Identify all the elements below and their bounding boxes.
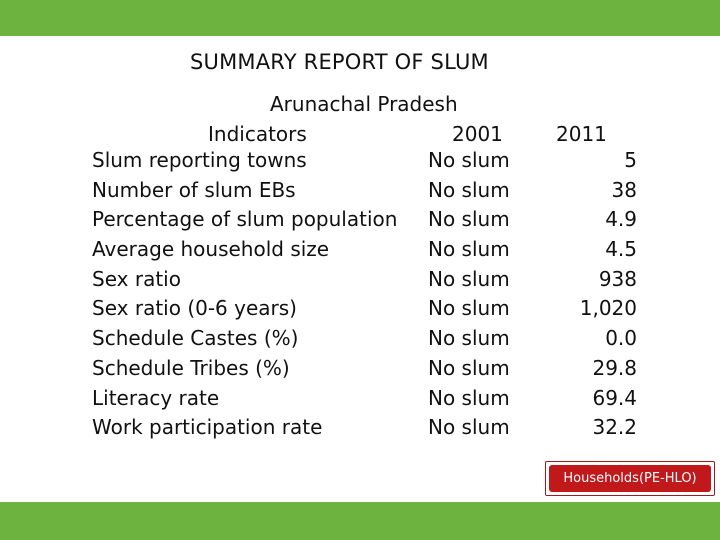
header-indicators: Indicators — [208, 122, 307, 146]
indicator-label: Number of slum EBs — [92, 177, 296, 202]
indicator-label: Sex ratio (0-6 years) — [92, 296, 297, 321]
header-2011: 2011 — [556, 122, 607, 146]
value-2011: 32.2 — [592, 415, 637, 440]
page-title: SUMMARY REPORT OF SLUM — [190, 50, 489, 74]
summary-table: Slum reporting towns No slum 5 Number of… — [92, 148, 637, 445]
value-2011: 5 — [624, 148, 637, 172]
table-row: Schedule Tribes (%) No slum 29.8 — [92, 356, 637, 386]
value-2001: No slum — [428, 266, 510, 291]
value-2001: No slum — [428, 355, 510, 380]
table-row: Schedule Castes (%) No slum 0.0 — [92, 326, 637, 356]
state-name: Arunachal Pradesh — [270, 92, 458, 116]
value-2001: No slum — [428, 296, 510, 321]
households-button-label: Households(PE-HLO) — [549, 465, 711, 492]
value-2011: 0.0 — [605, 326, 637, 351]
value-2001: No slum — [428, 326, 510, 351]
value-2011: 29.8 — [592, 355, 637, 380]
indicator-label: Sex ratio — [92, 266, 181, 291]
table-row: Work participation rate No slum 32.2 — [92, 415, 637, 445]
indicator-label: Schedule Castes (%) — [92, 326, 299, 351]
table-row: Number of slum EBs No slum 38 — [92, 178, 637, 208]
value-2001: No slum — [428, 207, 510, 232]
indicator-label: Schedule Tribes (%) — [92, 355, 290, 380]
value-2011: 4.9 — [605, 207, 637, 232]
table-row: Literacy rate No slum 69.4 — [92, 386, 637, 416]
value-2011: 38 — [611, 177, 637, 202]
value-2011: 938 — [598, 266, 637, 291]
value-2001: No slum — [428, 148, 510, 172]
indicator-label: Literacy rate — [92, 385, 220, 410]
value-2001: No slum — [428, 237, 510, 262]
households-button[interactable]: Households(PE-HLO) — [545, 461, 715, 496]
indicator-label: Percentage of slum population — [92, 207, 398, 232]
indicator-label: Work participation rate — [92, 415, 323, 440]
value-2001: No slum — [428, 385, 510, 410]
indicator-label: Slum reporting towns — [92, 148, 307, 172]
value-2001: No slum — [428, 177, 510, 202]
table-row: Sex ratio No slum 938 — [92, 267, 637, 297]
bottom-banner — [0, 502, 720, 540]
header-2001: 2001 — [452, 122, 503, 146]
value-2011: 1,020 — [579, 296, 637, 321]
value-2001: No slum — [428, 415, 510, 440]
value-2011: 4.5 — [605, 237, 637, 262]
value-2011: 69.4 — [592, 385, 637, 410]
table-row: Slum reporting towns No slum 5 — [92, 148, 637, 178]
table-row: Percentage of slum population No slum 4.… — [92, 207, 637, 237]
table-row: Average household size No slum 4.5 — [92, 237, 637, 267]
indicator-label: Average household size — [92, 237, 330, 262]
top-banner — [0, 0, 720, 36]
table-row: Sex ratio (0-6 years) No slum 1,020 — [92, 296, 637, 326]
